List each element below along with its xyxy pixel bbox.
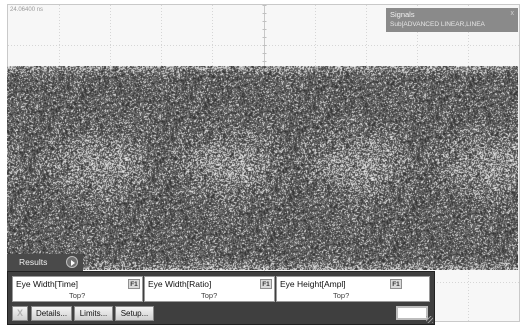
measurement-name: Eye Width[Ratio]	[148, 279, 212, 289]
measurement-eye-height-ampl[interactable]: Eye Height[Ampl] F1 Top?	[276, 276, 430, 302]
results-panel: Eye Width[Time] F1 Top? Eye Width[Ratio]…	[7, 271, 435, 325]
eye-diagram	[7, 66, 518, 270]
clear-button[interactable]: X	[12, 306, 28, 321]
play-icon[interactable]	[66, 256, 78, 268]
setup-button[interactable]: Setup...	[115, 306, 154, 321]
measurement-eye-width-ratio[interactable]: Eye Width[Ratio] F1 Top?	[144, 276, 275, 302]
measurement-eye-width-time[interactable]: Eye Width[Time] F1 Top?	[12, 276, 143, 302]
limits-button[interactable]: Limits...	[74, 306, 113, 321]
signals-panel[interactable]: Signals x Sub[ADVANCED LINEAR,LINEA	[386, 8, 518, 32]
signals-source[interactable]: Sub[ADVANCED LINEAR,LINEA	[390, 21, 485, 28]
signals-title: Signals	[390, 10, 415, 19]
results-tab[interactable]: Results	[7, 254, 83, 271]
details-button[interactable]: Details...	[31, 306, 72, 321]
measurement-value: Top?	[333, 291, 350, 300]
function-badge: F1	[390, 279, 402, 289]
signals-close-icon[interactable]: x	[510, 10, 515, 17]
results-tab-label: Results	[19, 257, 48, 267]
resize-grip-icon[interactable]	[426, 316, 433, 323]
function-badge: F1	[128, 279, 140, 289]
measurement-value: Top?	[69, 291, 86, 300]
time-readout: 24.06400 ns	[10, 7, 44, 13]
measurement-name: Eye Height[Ampl]	[280, 279, 346, 289]
panel-input-field[interactable]	[396, 306, 428, 320]
measurement-name: Eye Width[Time]	[16, 279, 79, 289]
measurement-value: Top?	[201, 291, 218, 300]
function-badge: F1	[260, 279, 272, 289]
